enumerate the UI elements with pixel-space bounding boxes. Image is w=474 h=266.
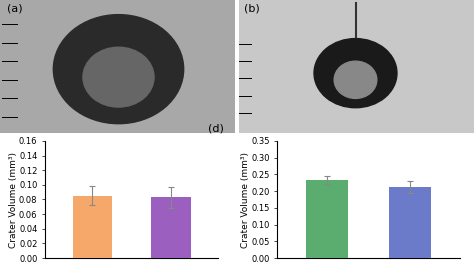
- Ellipse shape: [83, 47, 154, 107]
- Ellipse shape: [53, 15, 184, 124]
- Text: (a): (a): [7, 4, 23, 14]
- Ellipse shape: [314, 39, 397, 108]
- Y-axis label: Crater Volume (mm³): Crater Volume (mm³): [241, 152, 250, 247]
- Y-axis label: Crater Volume (mm³): Crater Volume (mm³): [9, 152, 18, 247]
- Bar: [389, 187, 431, 258]
- Bar: [151, 197, 191, 258]
- Text: (b): (b): [244, 4, 260, 14]
- Ellipse shape: [334, 61, 377, 98]
- Text: (d): (d): [208, 124, 224, 134]
- Bar: [306, 180, 348, 258]
- Bar: [73, 196, 112, 258]
